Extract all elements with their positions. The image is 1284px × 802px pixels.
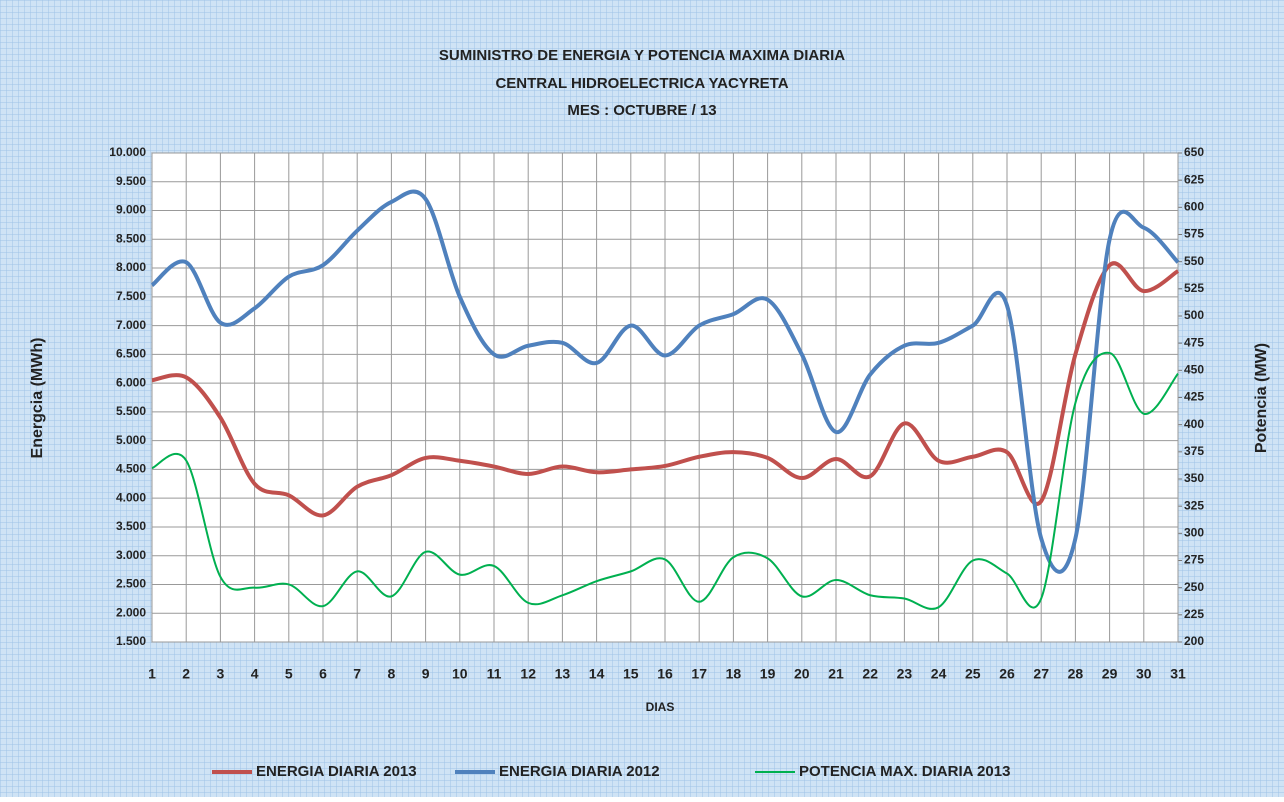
y-tick-label: 9.000 [116, 203, 146, 217]
x-tick-label: 18 [726, 666, 742, 682]
y-tick-label: 4.000 [116, 490, 146, 504]
chart-title: SUMINISTRO DE ENERGIA Y POTENCIA MAXIMA … [439, 47, 845, 64]
x-tick-label: 9 [422, 666, 430, 682]
x-tick-label: 21 [828, 666, 844, 682]
y-tick-label: 2.500 [116, 577, 146, 591]
chart-title: CENTRAL HIDROELECTRICA YACYRETA [495, 75, 788, 92]
y-tick-label: 3.000 [116, 548, 146, 562]
series-line [151, 261, 1180, 518]
x-tick-label: 19 [760, 666, 776, 682]
x-tick-label: 6 [319, 666, 327, 682]
x-tick-label: 24 [931, 666, 947, 682]
x-tick-label: 23 [897, 666, 913, 682]
legend-label: ENERGIA DIARIA 2012 [499, 763, 660, 780]
x-tick-label: 8 [388, 666, 396, 682]
y2-tick-label: 400 [1184, 417, 1204, 431]
y-tick-label: 5.000 [116, 433, 146, 447]
y-tick-label: 2.000 [116, 605, 146, 619]
y2-tick-label: 375 [1184, 444, 1204, 458]
y-tick-label: 7.000 [116, 318, 146, 332]
x-tick-label: 14 [589, 666, 605, 682]
y2-tick-label: 225 [1184, 607, 1204, 621]
y-tick-label: 6.500 [116, 347, 146, 361]
x-tick-label: 27 [1033, 666, 1049, 682]
x-tick-label: 4 [251, 666, 259, 682]
x-tick-label: 10 [452, 666, 468, 682]
y2-tick-label: 550 [1184, 254, 1204, 268]
x-tick-label: 11 [487, 666, 502, 682]
x-tick-label: 7 [353, 666, 361, 682]
y2-tick-label: 450 [1184, 363, 1204, 377]
y-axis-label: Energcia (MWh) [29, 338, 46, 459]
y-tick-label: 4.500 [116, 462, 146, 476]
legend-label: ENERGIA DIARIA 2013 [256, 763, 417, 780]
y2-tick-label: 275 [1184, 553, 1204, 567]
series-line [151, 351, 1179, 610]
y2-tick-label: 650 [1184, 145, 1204, 159]
x-tick-label: 13 [555, 666, 571, 682]
legend-label: POTENCIA MAX. DIARIA 2013 [799, 763, 1010, 780]
x-tick-label: 28 [1068, 666, 1084, 682]
y2-tick-label: 250 [1184, 580, 1204, 594]
y2-tick-label: 325 [1184, 498, 1204, 512]
y2-tick-label: 200 [1184, 634, 1204, 648]
y2-tick-label: 475 [1184, 335, 1204, 349]
y-tick-label: 10.000 [109, 145, 146, 159]
y2-tick-label: 300 [1184, 526, 1204, 540]
x-tick-label: 22 [862, 666, 878, 682]
series-line [150, 189, 1180, 574]
x-tick-label: 15 [623, 666, 639, 682]
x-tick-label: 5 [285, 666, 293, 682]
y2-tick-label: 575 [1184, 227, 1204, 241]
y-tick-label: 5.500 [116, 404, 146, 418]
y2-tick-label: 600 [1184, 200, 1204, 214]
x-axis-label: DIAS [646, 700, 675, 714]
x-tick-label: 2 [182, 666, 190, 682]
x-tick-label: 20 [794, 666, 810, 682]
x-tick-label: 1 [148, 666, 156, 682]
y-tick-label: 8.500 [116, 231, 146, 245]
y-tick-label: 3.500 [116, 519, 146, 533]
x-tick-label: 31 [1170, 666, 1186, 682]
chart-title: MES : OCTUBRE / 13 [567, 102, 716, 119]
y-tick-label: 9.500 [116, 174, 146, 188]
x-tick-label: 3 [217, 666, 225, 682]
y-tick-label: 1.500 [116, 634, 146, 648]
y2-tick-label: 500 [1184, 308, 1204, 322]
y2-tick-label: 350 [1184, 471, 1204, 485]
y2-tick-label: 525 [1184, 281, 1204, 295]
x-tick-label: 25 [965, 666, 981, 682]
y2-tick-label: 625 [1184, 172, 1204, 186]
x-tick-label: 29 [1102, 666, 1118, 682]
y2-axis-label: Potencia (MW) [1253, 343, 1270, 453]
x-tick-label: 26 [999, 666, 1015, 682]
x-tick-label: 30 [1136, 666, 1152, 682]
y-tick-label: 6.000 [116, 375, 146, 389]
x-tick-label: 12 [520, 666, 536, 682]
y-tick-label: 7.500 [116, 289, 146, 303]
x-tick-label: 17 [691, 666, 707, 682]
x-tick-label: 16 [657, 666, 673, 682]
y2-tick-label: 425 [1184, 390, 1204, 404]
y-tick-label: 8.000 [116, 260, 146, 274]
